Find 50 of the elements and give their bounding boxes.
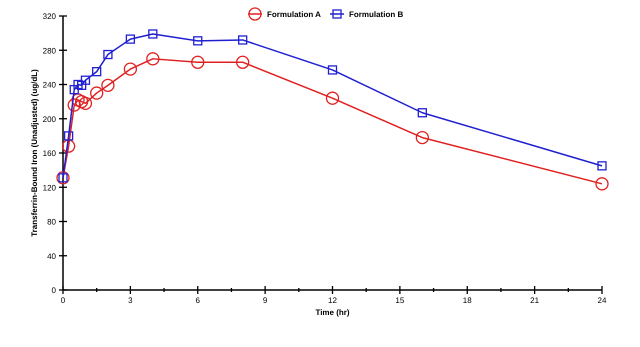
x-axis-title: Time (hr) xyxy=(315,308,350,317)
x-tick-label: 18 xyxy=(462,296,472,305)
point xyxy=(71,93,85,107)
y-tick-label: 40 xyxy=(47,252,57,261)
y-tick-label: 160 xyxy=(42,149,57,158)
point xyxy=(68,98,81,112)
y-tick-label: 240 xyxy=(42,80,57,90)
point xyxy=(146,52,160,66)
x-tick-label: 21 xyxy=(530,296,540,305)
y-tick-label: 80 xyxy=(47,218,57,226)
point xyxy=(236,56,250,69)
x-tick-label: 24 xyxy=(598,296,607,305)
x-tick-label: 15 xyxy=(395,296,405,305)
y-tick-label: 280 xyxy=(42,46,57,56)
legend-label: Formulation B xyxy=(349,10,404,19)
point xyxy=(101,78,115,92)
point xyxy=(124,62,138,76)
point xyxy=(126,34,136,44)
point xyxy=(328,65,338,75)
point xyxy=(62,140,76,153)
point xyxy=(78,96,92,110)
x-tick-label: 9 xyxy=(262,296,268,305)
point xyxy=(416,130,429,144)
y-tick-label: 0 xyxy=(52,286,57,295)
x-tick-label: 12 xyxy=(328,296,338,305)
point xyxy=(74,94,88,108)
x-tick-label: 0 xyxy=(60,296,66,305)
x-tick-label: 6 xyxy=(196,296,201,305)
point xyxy=(238,35,248,45)
point xyxy=(73,80,83,90)
point xyxy=(193,36,202,46)
point xyxy=(595,177,609,190)
point xyxy=(64,131,74,141)
x-tick-label: 3 xyxy=(128,296,134,305)
point xyxy=(148,29,158,39)
point xyxy=(92,67,102,76)
y-tick-label: 120 xyxy=(42,183,57,192)
point xyxy=(103,50,113,60)
y-axis-title: Transferrin-Bound Iron (Unadjusted) (ug/dL) xyxy=(30,68,39,237)
y-tick-label: 320 xyxy=(42,12,57,21)
point xyxy=(597,161,607,170)
point xyxy=(191,56,204,69)
y-tick-label: 200 xyxy=(42,114,57,124)
point xyxy=(326,92,340,105)
point xyxy=(90,86,104,100)
point xyxy=(76,80,86,90)
point xyxy=(418,108,427,118)
point xyxy=(70,84,79,94)
legend-label: Formulation A xyxy=(267,10,322,19)
point xyxy=(80,76,90,85)
